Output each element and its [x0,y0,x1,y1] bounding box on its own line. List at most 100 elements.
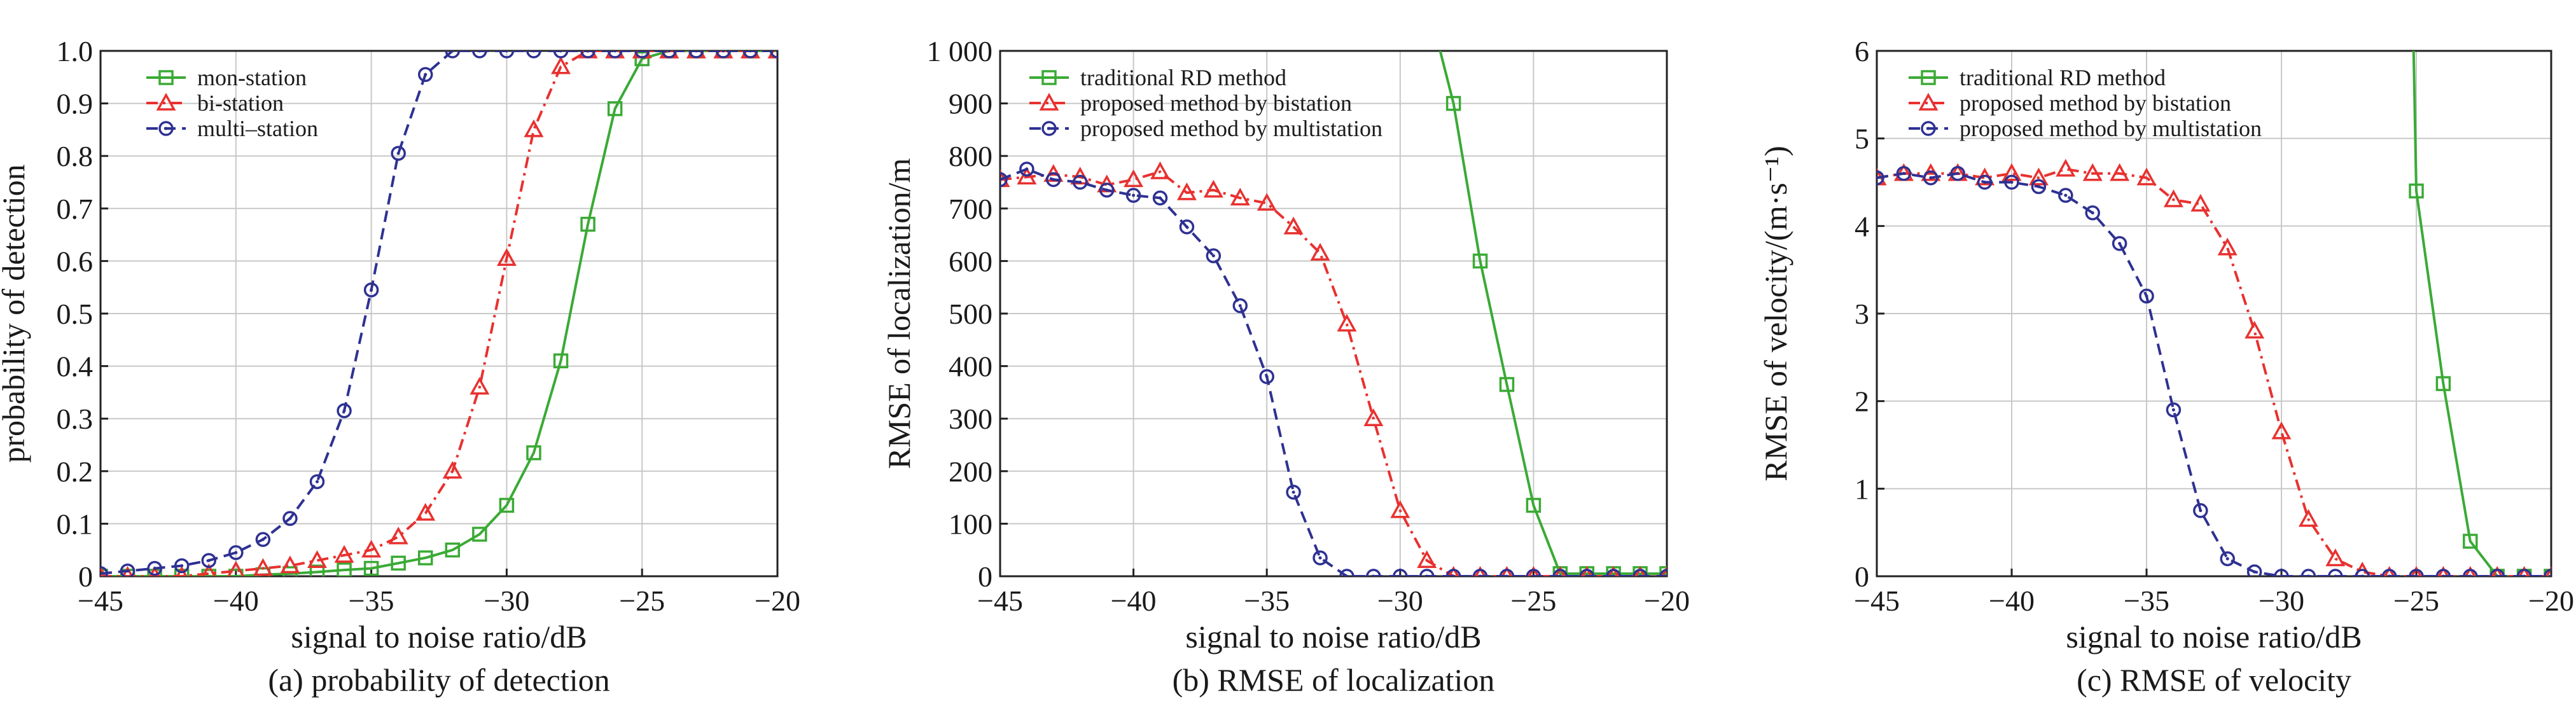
data-point [1283,216,1304,235]
data-point-center [667,51,671,53]
data-point-center [586,51,590,53]
data-point [101,565,106,576]
data-point [2217,237,2238,256]
data-point [2298,509,2318,527]
data-point-center [126,569,130,573]
data-point-center [1929,176,1933,180]
data-point [499,497,515,513]
data-point [1366,569,1381,576]
data-point-center [1238,304,1242,308]
data-point [1499,569,1515,576]
series-2 [101,51,777,576]
data-point [1286,485,1301,500]
data-point [2004,174,2019,190]
data-point [2328,569,2343,576]
data-point-center [1531,574,1535,576]
data-point-center [776,51,777,53]
data-point-center [1398,574,1402,576]
series-line [101,51,777,576]
data-point [1257,193,1277,211]
data-point-center [207,558,211,562]
data-point-center [2036,184,2040,188]
data-point [2028,167,2049,186]
data-point [228,545,244,560]
data-point [282,566,298,576]
y-tick-label: 1 000 [927,35,993,67]
legend-marker-center [164,127,168,130]
data-point [2056,158,2076,177]
data-point-center [396,151,400,155]
x-axis-label: signal to noise ratio/dB [291,619,587,654]
y-tick-label: 1.0 [57,35,94,67]
y-tick-label: 0 [1855,560,1869,593]
data-point [1310,242,1330,261]
legend-label: traditional RD method [1960,65,2166,90]
data-point [417,550,433,565]
data-point [580,216,595,232]
data-point [1923,170,1939,186]
data-point-center [613,51,617,53]
y-tick-label: 700 [949,193,992,225]
legend-label: bi-station [197,90,284,116]
data-point-center [450,51,454,53]
data-point [309,474,325,490]
series-1 [2409,51,2551,576]
data-point [1526,569,1542,576]
data-point [1393,569,1408,576]
series-line [1000,170,1667,576]
x-tick-label: −35 [1244,585,1290,617]
data-point [1232,298,1248,314]
data-point [337,562,352,576]
data-point [2136,167,2157,186]
data-point [1259,369,1274,384]
legend-marker [1918,92,1939,111]
series-line [2412,51,2551,576]
data-point [1363,408,1384,426]
y-tick-label: 1 [1855,473,1869,505]
data-point [1977,174,1993,190]
data-point [445,542,461,558]
data-point [2245,321,2265,339]
data-point [526,445,541,460]
data-point [2082,163,2103,181]
series-line [101,51,777,575]
data-point [499,51,515,59]
data-point-center [153,567,157,571]
data-point-center [342,409,346,413]
figure-caption: (c) RMSE of velocity [2077,662,2351,698]
data-point-center [721,51,725,53]
data-point-center [261,537,265,541]
data-point [1230,188,1250,206]
y-tick-label: 0.9 [57,88,94,120]
data-point [1606,569,1621,576]
x-tick-label: −30 [2259,585,2304,617]
legend-label: traditional RD method [1080,65,1286,90]
data-point [2220,551,2235,567]
data-point-center [2306,574,2310,576]
x-tick-label: −45 [977,585,1023,617]
data-point [334,544,354,563]
data-point [551,56,571,74]
data-point-center [315,480,319,483]
series-line [1877,172,2551,576]
data-point [280,555,300,574]
data-point [2355,569,2370,576]
legend-marker [1921,121,1936,136]
data-point [2545,565,2551,576]
data-point-center [1612,574,1615,576]
legend-label: proposed method by multistation [1080,116,1382,141]
series-area [1877,51,2551,576]
data-point [253,558,273,576]
legend-label: mon-station [197,65,307,90]
legend-marker [1041,121,1057,136]
data-point-center [2280,574,2283,576]
data-point [1950,165,1965,181]
data-point [1445,569,1461,576]
data-point [1206,248,1222,263]
data-point [1312,550,1328,565]
data-point-center [1452,574,1456,576]
data-point-center [2549,574,2551,576]
data-point [417,67,433,82]
y-tick-label: 0.8 [57,140,94,172]
